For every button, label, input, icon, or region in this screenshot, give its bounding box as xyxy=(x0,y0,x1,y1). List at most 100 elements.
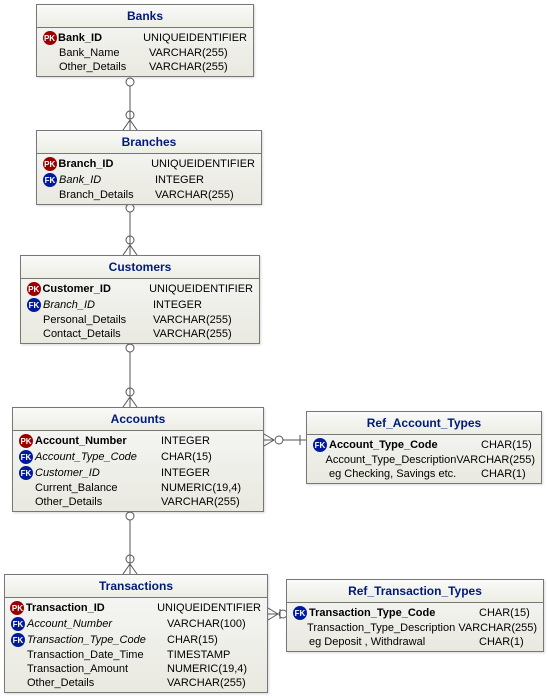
column-name: Current_Balance xyxy=(35,482,161,494)
column-type: INTEGER xyxy=(153,299,202,311)
key-cell: PK xyxy=(17,434,35,448)
table-row: Other_DetailsVARCHAR(255) xyxy=(37,60,253,74)
column-name: eg Checking, Savings etc. xyxy=(329,468,481,480)
table-row: eg Checking, Savings etc.CHAR(1) xyxy=(307,467,541,481)
table-row: PKAccount_NumberINTEGER xyxy=(13,433,263,449)
column-name: Account_Number xyxy=(27,618,167,630)
entity-title: Customers xyxy=(21,256,259,279)
foreign-key-icon: FK xyxy=(313,438,327,452)
table-row: Transaction_Type_DescriptionVARCHAR(255) xyxy=(287,621,543,635)
column-name: Other_Details xyxy=(59,61,149,73)
column-type: TIMESTAMP xyxy=(167,649,230,661)
column-name: Other_Details xyxy=(35,496,161,508)
primary-key-icon: PK xyxy=(43,157,57,171)
entity-body: PKBranch_IDUNIQUEIDENTIFIERFKBank_IDINTE… xyxy=(37,154,261,204)
foreign-key-icon: FK xyxy=(293,606,307,620)
entity-body: PKBank_IDUNIQUEIDENTIFIERBank_NameVARCHA… xyxy=(37,28,253,76)
column-type: VARCHAR(255) xyxy=(458,622,537,634)
table-row: FKTransaction_Type_CodeCHAR(15) xyxy=(5,632,267,648)
column-name: Transaction_ID xyxy=(26,602,157,614)
table-row: PKBank_IDUNIQUEIDENTIFIER xyxy=(37,30,253,46)
table-row: FKTransaction_Type_CodeCHAR(15) xyxy=(287,605,543,621)
entity-customers: Customers PKCustomer_IDUNIQUEIDENTIFIER FK… xyxy=(20,255,260,344)
column-type: UNIQUEIDENTIFIER xyxy=(143,32,247,44)
table-row: Personal_DetailsVARCHAR(255) xyxy=(21,313,259,327)
key-cell: FK xyxy=(25,298,43,312)
table-row: Branch_DetailsVARCHAR(255) xyxy=(37,188,261,202)
key-cell: PK xyxy=(41,157,58,171)
column-name: Customer_ID xyxy=(42,283,149,295)
column-type: VARCHAR(255) xyxy=(149,61,228,73)
column-name: Branch_ID xyxy=(43,299,153,311)
column-type: UNIQUEIDENTIFIER xyxy=(149,283,253,295)
entity-title: Accounts xyxy=(13,408,263,431)
table-row: Current_BalanceNUMERIC(19,4) xyxy=(13,481,263,495)
key-cell: FK xyxy=(311,438,329,452)
column-type: INTEGER xyxy=(161,435,210,447)
entity-title: Banks xyxy=(37,5,253,28)
table-row: FKAccount_Type_CodeCHAR(15) xyxy=(307,437,541,453)
column-name: Branch_ID xyxy=(58,158,151,170)
column-name: Transaction_Type_Description xyxy=(307,622,458,634)
column-type: NUMERIC(19,4) xyxy=(167,663,247,675)
table-row: Transaction_AmountNUMERIC(19,4) xyxy=(5,662,267,676)
primary-key-icon: PK xyxy=(10,601,24,615)
primary-key-icon: PK xyxy=(27,282,41,296)
column-type: CHAR(15) xyxy=(161,451,212,463)
key-cell: FK xyxy=(9,633,27,647)
column-name: Contact_Details xyxy=(43,328,153,340)
table-row: FKBank_IDINTEGER xyxy=(37,172,261,188)
column-name: Account_Type_Description xyxy=(325,454,456,466)
key-cell: FK xyxy=(9,617,27,631)
column-type: NUMERIC(19,4) xyxy=(161,482,241,494)
column-type: VARCHAR(255) xyxy=(153,314,232,326)
key-cell: FK xyxy=(41,173,59,187)
foreign-key-icon: FK xyxy=(19,450,33,464)
column-name: Account_Number xyxy=(35,435,161,447)
column-name: Transaction_Date_Time xyxy=(27,649,167,661)
column-type: UNIQUEIDENTIFIER xyxy=(157,602,261,614)
column-name: Account_Type_Code xyxy=(329,439,481,451)
column-name: Transaction_Type_Code xyxy=(27,634,167,646)
column-type: VARCHAR(255) xyxy=(149,47,228,59)
entity-body: PKTransaction_IDUNIQUEIDENTIFIERFKAccoun… xyxy=(5,598,267,692)
column-type: VARCHAR(255) xyxy=(155,189,234,201)
column-name: Personal_Details xyxy=(43,314,153,326)
table-row: Account_Type_DescriptionVARCHAR(255) xyxy=(307,453,541,467)
foreign-key-icon: FK xyxy=(19,466,33,480)
column-name: Transaction_Amount xyxy=(27,663,167,675)
entity-ref_account_types: Ref_Account_TypesFKAccount_Type_CodeCHAR… xyxy=(306,411,542,484)
column-type: INTEGER xyxy=(161,467,210,479)
column-type: VARCHAR(100) xyxy=(167,618,246,630)
entity-accounts: AccountsPKAccount_NumberINTEGERFKAccount… xyxy=(12,407,264,512)
column-name: Customer_ID xyxy=(35,467,161,479)
entity-branches: BranchesPKBranch_IDUNIQUEIDENTIFIERFKBan… xyxy=(36,130,262,205)
column-name: Account_Type_Code xyxy=(35,451,161,463)
entity-title: Branches xyxy=(37,131,261,154)
entity-ref_transaction_types: Ref_Transaction_TypesFKTransaction_Type_… xyxy=(286,579,544,652)
column-type: VARCHAR(255) xyxy=(161,496,240,508)
key-cell: PK xyxy=(41,31,58,45)
key-cell: FK xyxy=(17,466,35,480)
foreign-key-icon: FK xyxy=(11,617,25,631)
key-cell: FK xyxy=(17,450,35,464)
primary-key-icon: PK xyxy=(19,434,33,448)
table-row: PKTransaction_IDUNIQUEIDENTIFIER xyxy=(5,600,267,616)
entity-body: FKAccount_Type_CodeCHAR(15)Account_Type_… xyxy=(307,435,541,483)
column-name: Bank_Name xyxy=(59,47,149,59)
column-type: VARCHAR(255) xyxy=(167,677,246,689)
column-type: INTEGER xyxy=(155,174,204,186)
entity-banks: BanksPKBank_IDUNIQUEIDENTIFIERBank_NameV… xyxy=(36,4,254,77)
foreign-key-icon: FK xyxy=(27,298,41,312)
column-type: VARCHAR(255) xyxy=(153,328,232,340)
table-row: FKBranch_IDINTEGER xyxy=(21,297,259,313)
table-row: Bank_NameVARCHAR(255) xyxy=(37,46,253,60)
table-row: eg Deposit , WithdrawalCHAR(1) xyxy=(287,635,543,649)
column-name: Bank_ID xyxy=(58,32,143,44)
column-type: CHAR(15) xyxy=(481,439,532,451)
column-name: Bank_ID xyxy=(59,174,155,186)
entity-title: Ref_Account_Types xyxy=(307,412,541,435)
table-row: FKAccount_Type_CodeCHAR(15) xyxy=(13,449,263,465)
column-type: VARCHAR(255) xyxy=(456,454,535,466)
key-cell: FK xyxy=(291,606,309,620)
